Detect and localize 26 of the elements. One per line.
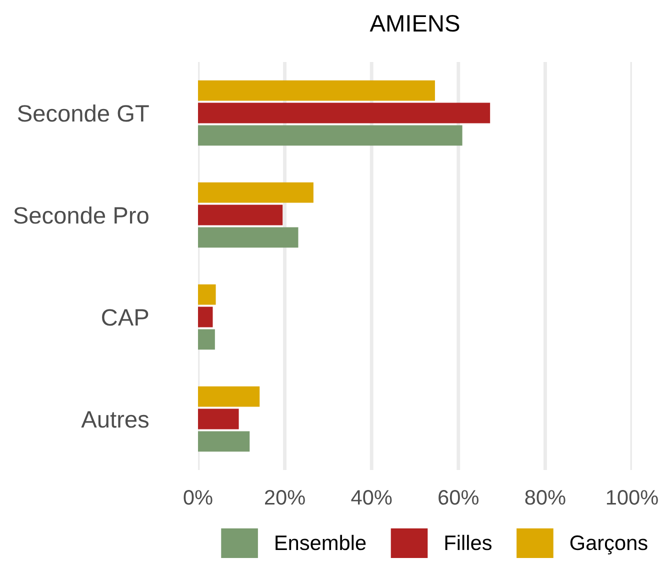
bar xyxy=(198,204,283,226)
bar xyxy=(198,80,435,101)
y-tick-label: Seconde Pro xyxy=(14,206,148,224)
y-tick-label: Autres xyxy=(81,411,149,428)
bar xyxy=(198,125,462,146)
bar xyxy=(198,182,314,203)
bar xyxy=(198,306,213,328)
chart-title: AMIENS xyxy=(370,14,460,32)
bar xyxy=(198,227,298,248)
x-tick-label: 40% xyxy=(351,490,392,505)
x-tick-label: 0% xyxy=(184,490,212,505)
y-tick-label: Seconde GT xyxy=(18,104,149,122)
x-tick-label: 60% xyxy=(438,490,479,505)
x-tick-label: 20% xyxy=(265,490,305,505)
bar xyxy=(198,408,239,430)
bar xyxy=(198,431,250,452)
x-tick-label: 80% xyxy=(525,490,566,505)
bar xyxy=(198,329,215,350)
bar xyxy=(198,284,216,305)
bar xyxy=(198,386,260,407)
legend-label: Garçons xyxy=(570,535,648,554)
legend-label: Ensemble xyxy=(276,534,366,550)
y-tick-label: CAP xyxy=(102,309,148,326)
legend-label: Filles xyxy=(445,534,492,550)
bar xyxy=(198,102,490,124)
x-tick-label: 100% xyxy=(606,490,658,505)
